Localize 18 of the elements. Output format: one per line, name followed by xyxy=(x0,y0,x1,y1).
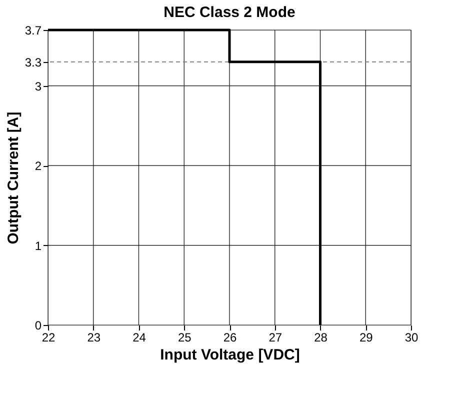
y-tick-label: 0 xyxy=(34,318,42,332)
x-tick-label: 30 xyxy=(404,330,418,344)
chart-title: NEC Class 2 Mode xyxy=(164,4,296,21)
x-tick-label: 27 xyxy=(268,330,282,344)
x-tick-label: 23 xyxy=(87,330,101,344)
x-tick-label: 25 xyxy=(178,330,192,344)
x-tick-label: 24 xyxy=(132,330,146,344)
x-tick-label: 22 xyxy=(42,330,56,344)
x-tick-label: 28 xyxy=(314,330,328,344)
y-axis-title: Output Current [A] xyxy=(4,112,22,244)
y-tick-label: 3 xyxy=(34,79,42,94)
x-axis-title: Input Voltage [VDC] xyxy=(160,346,300,364)
x-tick-label: 26 xyxy=(223,330,237,344)
y-tick-label: 1 xyxy=(34,238,42,253)
y-tick-label: 3.7 xyxy=(24,24,42,38)
y-tick-label: 3.3 xyxy=(24,55,42,70)
x-tick-label: 29 xyxy=(359,330,374,344)
y-tick-label: 2 xyxy=(34,159,42,174)
